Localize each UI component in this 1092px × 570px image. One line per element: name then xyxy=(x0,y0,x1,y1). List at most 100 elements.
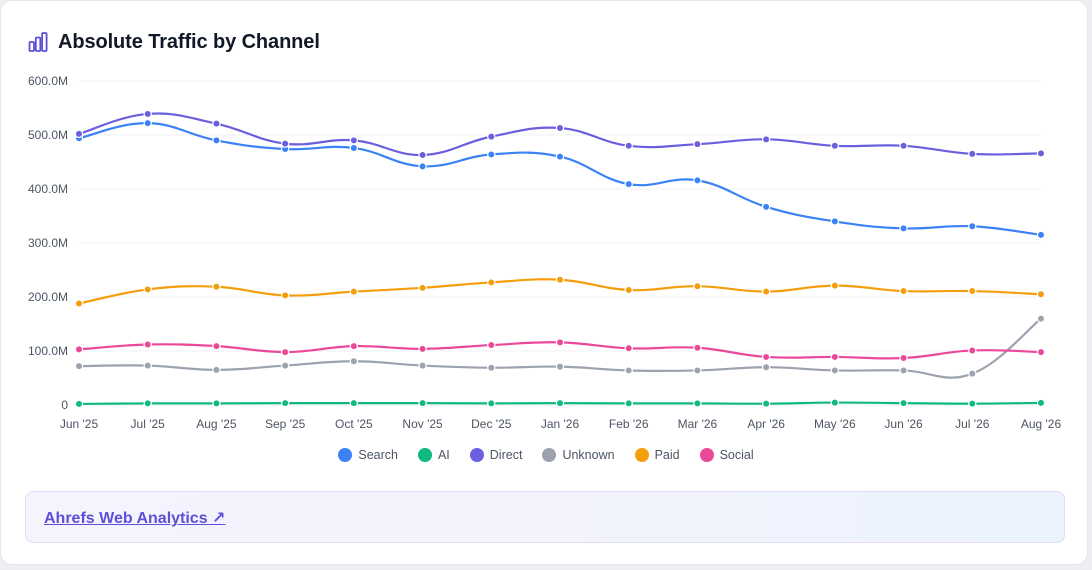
data-point-paid xyxy=(693,282,702,291)
data-point-social xyxy=(212,341,221,351)
legend-item-unknown[interactable]: Unknown xyxy=(542,448,615,462)
data-point-search xyxy=(418,162,427,171)
data-point-unknown xyxy=(761,363,771,372)
data-point-paid xyxy=(74,299,84,308)
data-point-social xyxy=(555,338,565,347)
data-point-unknown xyxy=(74,361,84,371)
legend-item-paid[interactable]: Paid xyxy=(634,448,680,462)
data-point-social xyxy=(487,340,496,350)
x-tick-label: Dec '25 xyxy=(471,417,512,431)
legend-label: Paid xyxy=(654,448,680,462)
data-point-paid xyxy=(1036,290,1046,299)
data-point-unknown xyxy=(624,366,633,375)
data-point-paid xyxy=(418,283,427,293)
data-point-paid xyxy=(212,282,221,291)
data-point-ai xyxy=(830,398,840,407)
data-point-ai xyxy=(143,399,152,408)
chart-legend: Search AI Direct Unknown Paid Social xyxy=(0,446,1092,464)
x-tick-label: Jun '26 xyxy=(884,417,923,431)
data-point-search xyxy=(624,179,633,189)
x-tick-label: Oct '25 xyxy=(335,417,373,431)
data-point-ai xyxy=(418,398,427,408)
data-point-unknown xyxy=(280,361,290,370)
data-point-unknown xyxy=(212,365,221,375)
legend-label: Direct xyxy=(489,448,523,462)
data-point-search xyxy=(555,152,565,161)
legend-swatch-paid xyxy=(634,448,649,462)
data-point-direct xyxy=(74,129,84,139)
data-point-unknown xyxy=(143,361,152,370)
data-point-direct xyxy=(1036,149,1046,158)
data-point-direct xyxy=(555,123,565,133)
legend-label: Social xyxy=(719,448,754,462)
data-point-ai xyxy=(624,399,633,408)
legend-item-ai[interactable]: AI xyxy=(417,448,450,462)
data-point-direct xyxy=(143,109,152,119)
data-point-unknown xyxy=(487,363,496,372)
data-point-search xyxy=(899,224,908,233)
data-point-paid xyxy=(555,275,565,284)
x-tick-label: Nov '25 xyxy=(402,417,443,431)
data-point-ai xyxy=(555,398,565,408)
x-tick-label: Jan '26 xyxy=(541,417,580,431)
data-point-ai xyxy=(212,399,221,408)
data-point-search xyxy=(212,136,221,145)
data-point-paid xyxy=(899,286,908,296)
data-point-search xyxy=(968,222,977,231)
ahrefs-web-analytics-link[interactable]: Ahrefs Web Analytics ↗ xyxy=(44,510,226,527)
y-tick-label: 200.0M xyxy=(28,290,68,304)
data-point-social xyxy=(693,343,702,352)
legend-label: Search xyxy=(358,448,398,462)
y-tick-label: 500.0M xyxy=(28,128,68,142)
data-point-unknown xyxy=(693,366,702,375)
data-point-social xyxy=(968,346,977,355)
legend-label: AI xyxy=(437,448,450,462)
data-point-direct xyxy=(349,136,359,145)
data-point-ai xyxy=(899,398,908,408)
data-point-search xyxy=(830,217,840,226)
data-point-search xyxy=(1036,230,1046,240)
data-point-unknown xyxy=(968,369,977,378)
data-point-unknown xyxy=(830,366,840,375)
data-point-ai xyxy=(74,399,84,409)
data-point-ai xyxy=(1036,398,1046,408)
data-point-direct xyxy=(968,149,977,159)
series-line-direct xyxy=(77,112,1043,157)
data-point-social xyxy=(624,344,633,353)
data-point-paid xyxy=(624,285,633,295)
x-tick-label: Jul '26 xyxy=(955,417,990,431)
chart-title: Absolute Traffic by Channel xyxy=(58,30,320,53)
x-tick-label: Apr '26 xyxy=(747,417,785,431)
data-point-direct xyxy=(624,141,633,150)
bar-chart-icon xyxy=(27,31,49,53)
data-point-search xyxy=(487,150,496,159)
data-point-paid xyxy=(968,286,977,296)
data-point-social xyxy=(74,345,84,354)
data-point-search xyxy=(693,176,702,185)
data-point-paid xyxy=(280,291,290,300)
data-point-direct xyxy=(280,139,290,148)
data-point-unknown xyxy=(1036,314,1046,323)
data-point-search xyxy=(761,202,771,212)
line-chart: 0 100.0M 200.0M 300.0M 400.0M 500.0M 600.0M Jun… xyxy=(28,74,1062,431)
legend-item-direct[interactable]: Direct xyxy=(469,448,523,462)
data-point-ai xyxy=(693,399,702,408)
data-point-social xyxy=(143,340,152,349)
data-point-direct xyxy=(830,141,840,150)
data-point-paid xyxy=(761,287,771,296)
data-point-direct xyxy=(418,150,427,160)
legend-item-search[interactable]: Search xyxy=(338,448,398,462)
legend-item-social[interactable]: Social xyxy=(699,448,754,462)
legend-label: Unknown xyxy=(562,448,615,462)
data-point-direct xyxy=(761,135,771,144)
y-tick-label: 400.0M xyxy=(28,182,68,196)
data-point-ai xyxy=(280,398,290,408)
data-point-paid xyxy=(143,285,152,294)
data-point-ai xyxy=(349,398,359,408)
data-point-search xyxy=(143,118,152,128)
x-tick-label: Mar '26 xyxy=(678,417,718,431)
x-tick-label: Jul '25 xyxy=(131,417,166,431)
data-point-social xyxy=(899,353,908,363)
x-tick-label: Aug '25 xyxy=(196,417,237,431)
